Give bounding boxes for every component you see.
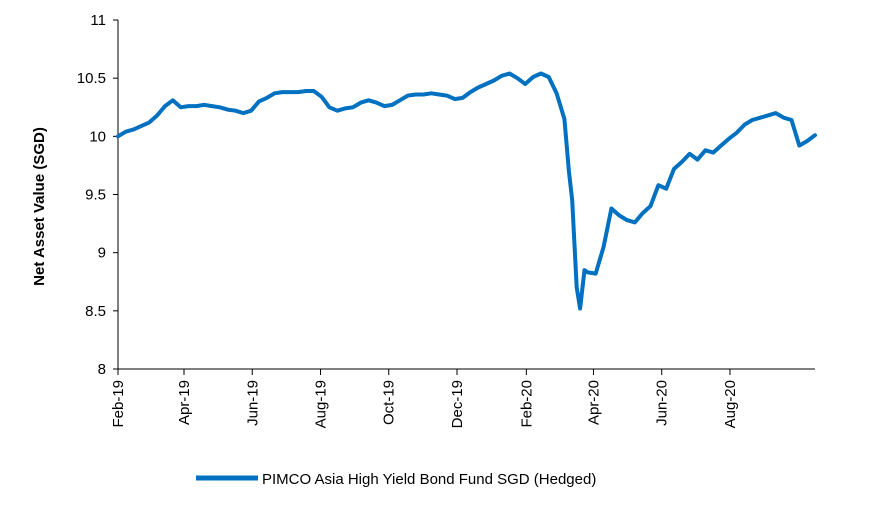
y-tick-label: 9.5 <box>85 187 106 204</box>
y-tick-label: 10 <box>89 128 106 145</box>
x-tick-label: Jun-19 <box>244 380 261 426</box>
series-line-nav <box>116 71 817 311</box>
y-tick-label: 10.5 <box>77 70 106 87</box>
y-axis-ticks: 8 8.5 9 9.5 10 10.5 11 <box>77 12 118 378</box>
x-tick-label: Apr-20 <box>585 380 602 425</box>
y-tick-label: 8 <box>98 361 106 378</box>
x-tick-label: Dec-19 <box>449 380 466 428</box>
legend: PIMCO Asia High Yield Bond Fund SGD (Hed… <box>196 471 596 488</box>
x-tick-label: Feb-20 <box>518 380 535 428</box>
x-tick-label: Oct-19 <box>381 380 398 425</box>
x-tick-label: Aug-20 <box>722 380 739 428</box>
y-tick-label: 9 <box>98 245 106 262</box>
y-tick-label: 8.5 <box>85 303 106 320</box>
x-tick-label: Aug-19 <box>312 380 329 428</box>
x-tick-label: Apr-19 <box>176 380 193 425</box>
y-axis-title: Net Asset Value (SGD) <box>31 127 48 286</box>
y-tick-label: 11 <box>90 12 106 29</box>
x-tick-label: Feb-19 <box>110 380 127 428</box>
x-axis-ticks: Feb-19 Apr-19 Jun-19 Aug-19 Oct-19 Dec-19 Feb-… <box>110 369 739 428</box>
x-tick-label: Jun-20 <box>654 380 671 426</box>
legend-label: PIMCO Asia High Yield Bond Fund SGD (Hed… <box>262 471 596 488</box>
